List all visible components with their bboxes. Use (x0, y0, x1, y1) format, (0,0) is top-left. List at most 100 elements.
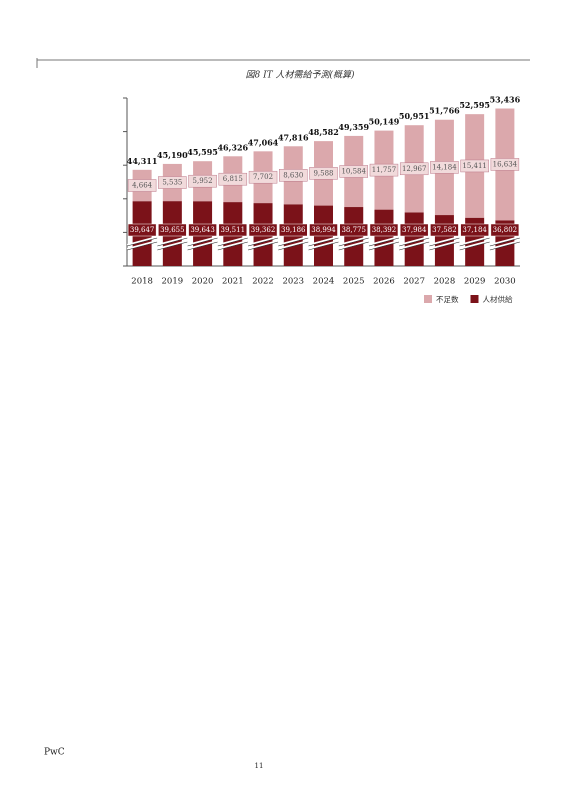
axis-break (429, 236, 460, 246)
x-tick-label: 2030 (494, 277, 516, 287)
x-tick-label: 2020 (192, 277, 214, 287)
axis-break (278, 236, 309, 246)
axis-break-edge (459, 241, 490, 251)
value-label: 11,757 (372, 166, 397, 174)
value-label: 8,630 (283, 171, 303, 179)
legend-swatch (424, 295, 432, 303)
axis-break (398, 236, 430, 246)
axis-break (338, 240, 369, 250)
x-tick-label: 2019 (162, 277, 184, 287)
total-label: 50,149 (369, 117, 400, 127)
x-tick-label: 2029 (464, 277, 486, 287)
value-label-box (339, 165, 368, 178)
value-label: 39,647 (130, 226, 155, 234)
axis-break-edge (489, 241, 520, 251)
footer-company: PwC (44, 748, 65, 758)
value-label: 37,984 (402, 226, 427, 234)
value-label-box (430, 223, 459, 237)
value-label: 14,184 (432, 163, 457, 171)
x-tick-label: 2021 (222, 277, 244, 287)
value-label-box (127, 223, 157, 237)
value-label: 15,411 (462, 162, 487, 170)
value-label-box (158, 176, 187, 189)
total-label: 47,816 (278, 132, 309, 142)
legend-swatch (470, 295, 479, 303)
axis-break (187, 236, 218, 246)
value-label-box (188, 174, 217, 188)
value-label-box (460, 159, 489, 173)
value-label-box (158, 223, 187, 237)
axis-break (247, 236, 279, 246)
value-label-box (218, 223, 248, 237)
value-label: 39,362 (251, 226, 276, 234)
x-tick-label: 2025 (343, 277, 365, 287)
axis-break (398, 240, 430, 250)
value-label: 5,952 (193, 177, 213, 185)
bar-segment (374, 209, 394, 266)
value-label-box (369, 163, 399, 177)
value-label: 39,655 (160, 226, 185, 234)
axis-break-edge (247, 241, 279, 251)
axis-break (126, 240, 158, 250)
chart-title: 図8 IT 人材需給予測(概算) (245, 70, 355, 81)
value-label: 38,775 (341, 226, 366, 234)
total-label: 44,311 (127, 156, 158, 166)
value-label-box (369, 223, 399, 237)
total-label: 49,359 (338, 122, 369, 132)
value-label-box (248, 170, 278, 184)
axis-break (187, 240, 218, 250)
axis-break-edge (308, 237, 339, 247)
x-tick-label: 2028 (434, 277, 456, 287)
value-label-box (399, 223, 429, 237)
axis-break (278, 240, 309, 250)
value-label-box (309, 167, 338, 180)
value-label-box (309, 223, 338, 237)
axis-break (489, 236, 521, 246)
total-label: 51,766 (429, 106, 460, 116)
axis-break-edge (368, 237, 400, 247)
value-label-box (127, 179, 157, 192)
axis-break-edge (399, 237, 430, 247)
axis-break (217, 240, 249, 250)
axis-break-edge (217, 237, 248, 247)
axis-break (308, 236, 339, 246)
axis-break-edge (278, 237, 309, 247)
value-label: 4,664 (132, 182, 153, 190)
axis-break-edge (489, 237, 520, 247)
value-label-box (490, 223, 520, 237)
value-label-box (279, 223, 308, 237)
axis-break-edge (127, 241, 158, 251)
bar-segment (344, 207, 364, 266)
axis-break-edge (308, 241, 339, 251)
x-tick-label: 2022 (252, 277, 274, 287)
legend-label: 人材供給 (483, 294, 513, 304)
axis-break (217, 236, 249, 246)
axis-break-edge (338, 237, 369, 247)
axis-break-edge (429, 237, 460, 247)
value-label: 9,588 (313, 169, 333, 177)
axis-break (368, 240, 400, 250)
x-tick-label: 2027 (403, 277, 425, 287)
value-label-box (490, 158, 520, 171)
axis-break (368, 236, 400, 246)
axis-break-edge (127, 237, 158, 247)
value-label: 38,994 (311, 226, 336, 234)
legend-label: 不足数 (436, 294, 459, 304)
axis-break (338, 236, 369, 246)
axis-break (489, 240, 521, 250)
value-label: 38,392 (372, 226, 397, 234)
axis-break-edge (399, 241, 430, 251)
value-label-box (279, 169, 308, 182)
total-label: 52,595 (459, 100, 490, 110)
page-number: 11 (255, 762, 264, 770)
axis-break-edge (429, 241, 460, 251)
axis-break-edge (338, 241, 369, 251)
x-tick-label: 2018 (131, 277, 153, 287)
total-label: 45,595 (187, 147, 218, 157)
value-label: 7,702 (253, 173, 273, 181)
total-label: 53,436 (490, 95, 521, 105)
value-label: 37,582 (432, 226, 457, 234)
axis-break (247, 240, 279, 250)
value-label-box (399, 162, 429, 176)
